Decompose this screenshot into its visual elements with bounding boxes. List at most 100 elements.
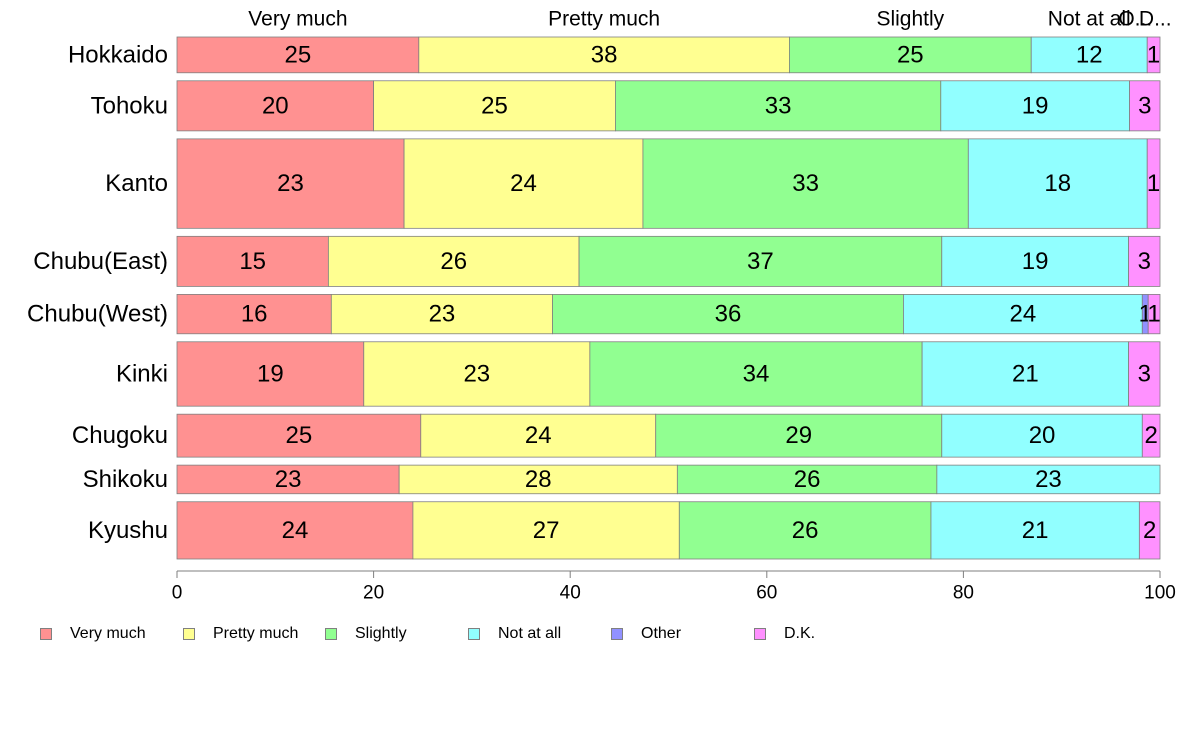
legend-swatch xyxy=(325,628,337,640)
category-label-chugoku: Chugoku xyxy=(72,422,168,449)
x-tick-label: 20 xyxy=(363,583,384,604)
bar-segment-tohoku-not-at-all xyxy=(940,80,1130,132)
category-label-kanto: Kanto xyxy=(105,170,168,197)
bar-segment-chugoku-d-k xyxy=(1141,413,1161,458)
bar-segment-chugoku-slightly xyxy=(655,413,943,458)
legend-label: Very much xyxy=(70,625,146,642)
data-label: 18 xyxy=(1044,170,1071,197)
bar-segment-kanto-d-k xyxy=(1146,138,1161,229)
bar-segment-chubu-east-d-k xyxy=(1128,235,1161,287)
bar-segment-shikoku-pretty-much xyxy=(398,464,678,495)
legend-item-very-much: Very much xyxy=(40,624,146,644)
bar-segment-chugoku-pretty-much xyxy=(420,413,657,458)
bar-segment-kinki-not-at-all xyxy=(921,341,1129,407)
data-label: 1 xyxy=(1147,170,1160,197)
bar-segment-tohoku-slightly xyxy=(615,80,942,132)
data-label: 25 xyxy=(286,422,313,449)
data-label: 1 xyxy=(1147,41,1160,68)
bar-segment-kanto-slightly xyxy=(642,138,969,229)
legend-label: Slightly xyxy=(355,625,407,642)
legend-label: Other xyxy=(641,625,682,642)
legend-item-pretty-much: Pretty much xyxy=(183,624,298,644)
data-label: 20 xyxy=(262,92,289,119)
bar-segment-shikoku-slightly xyxy=(676,464,938,495)
legend-swatch xyxy=(40,628,52,640)
data-label: 19 xyxy=(1022,248,1049,275)
category-label-hokkaido: Hokkaido xyxy=(68,41,168,68)
data-label: 12 xyxy=(1076,41,1103,68)
data-label: 23 xyxy=(275,466,302,493)
data-label: 21 xyxy=(1012,360,1039,387)
data-label: 38 xyxy=(591,41,618,68)
bar-segment-chubu-east-very-much xyxy=(176,235,329,287)
category-label-kinki: Kinki xyxy=(116,360,168,387)
top-label-very-much: Very much xyxy=(248,8,347,31)
data-label: 23 xyxy=(429,301,456,328)
data-label: 23 xyxy=(1035,466,1062,493)
legend-label: D.K. xyxy=(784,625,816,642)
bar-segment-kyushu-pretty-much xyxy=(412,501,680,560)
data-label: 24 xyxy=(1010,301,1037,328)
data-label: 33 xyxy=(792,170,819,197)
bar-segment-hokkaido-very-much xyxy=(176,36,420,74)
data-label: 34 xyxy=(743,360,770,387)
top-label-slightly: Slightly xyxy=(876,8,944,31)
data-label: 21 xyxy=(1022,517,1049,544)
legend-label: Not at all xyxy=(498,625,562,642)
data-label: 26 xyxy=(794,466,821,493)
data-label: 2 xyxy=(1143,517,1156,544)
bar-segment-hokkaido-d-k xyxy=(1146,36,1161,74)
data-label: 20 xyxy=(1029,422,1056,449)
data-label: 3 xyxy=(1138,92,1151,119)
data-label: 37 xyxy=(747,248,774,275)
data-label: 28 xyxy=(525,466,552,493)
bar-segment-kanto-not-at-all xyxy=(967,138,1148,229)
bar-segment-chubu-east-not-at-all xyxy=(941,235,1129,287)
category-label-chubu-east: Chubu(East) xyxy=(33,248,168,275)
legend-label: Pretty much xyxy=(213,625,299,642)
data-label: 2 xyxy=(1144,422,1157,449)
bar-segment-kinki-very-much xyxy=(176,341,365,407)
bar-segment-chugoku-not-at-all xyxy=(941,413,1143,458)
legend-item-dk: D.K. xyxy=(754,624,815,644)
legend-swatch xyxy=(754,628,766,640)
bar-segment-hokkaido-not-at-all xyxy=(1030,36,1148,74)
legend-swatch xyxy=(468,628,480,640)
data-label: 25 xyxy=(481,92,508,119)
bar-segment-shikoku-not-at-all xyxy=(936,464,1161,495)
data-label: 25 xyxy=(285,41,312,68)
bar-segment-hokkaido-slightly xyxy=(789,36,1032,74)
x-tick-label: 60 xyxy=(756,583,777,604)
data-label: 26 xyxy=(440,248,467,275)
data-label: 24 xyxy=(525,422,552,449)
bar-segment-kanto-very-much xyxy=(176,138,405,229)
x-tick-label: 40 xyxy=(560,583,581,604)
data-label: 26 xyxy=(792,517,819,544)
data-label: 24 xyxy=(282,517,309,544)
x-tick-label: 0 xyxy=(172,583,183,604)
bar-segment-shikoku-very-much xyxy=(176,464,400,495)
x-tick-label: 100 xyxy=(1144,583,1176,604)
bar-segment-tohoku-pretty-much xyxy=(373,80,616,132)
category-label-shikoku: Shikoku xyxy=(83,466,168,493)
category-label-chubu-west: Chubu(West) xyxy=(27,301,168,328)
top-label-o: O... xyxy=(1118,8,1152,31)
data-label: 24 xyxy=(510,170,537,197)
data-label: 15 xyxy=(239,248,266,275)
data-label: 1 xyxy=(1147,301,1160,328)
data-label: 23 xyxy=(463,360,490,387)
bar-segment-kinki-d-k xyxy=(1128,341,1161,407)
category-label-kyushu: Kyushu xyxy=(88,517,168,544)
category-label-tohoku: Tohoku xyxy=(91,92,168,119)
top-label-d: D... xyxy=(1139,8,1172,31)
data-label: 19 xyxy=(257,360,284,387)
data-label: 33 xyxy=(765,92,792,119)
bar-segment-chubu-west-slightly xyxy=(552,294,904,335)
data-label: 36 xyxy=(715,301,742,328)
bar-segment-kinki-pretty-much xyxy=(363,341,591,407)
data-label: 29 xyxy=(785,422,812,449)
data-label: 23 xyxy=(277,170,304,197)
data-label: 3 xyxy=(1138,360,1151,387)
